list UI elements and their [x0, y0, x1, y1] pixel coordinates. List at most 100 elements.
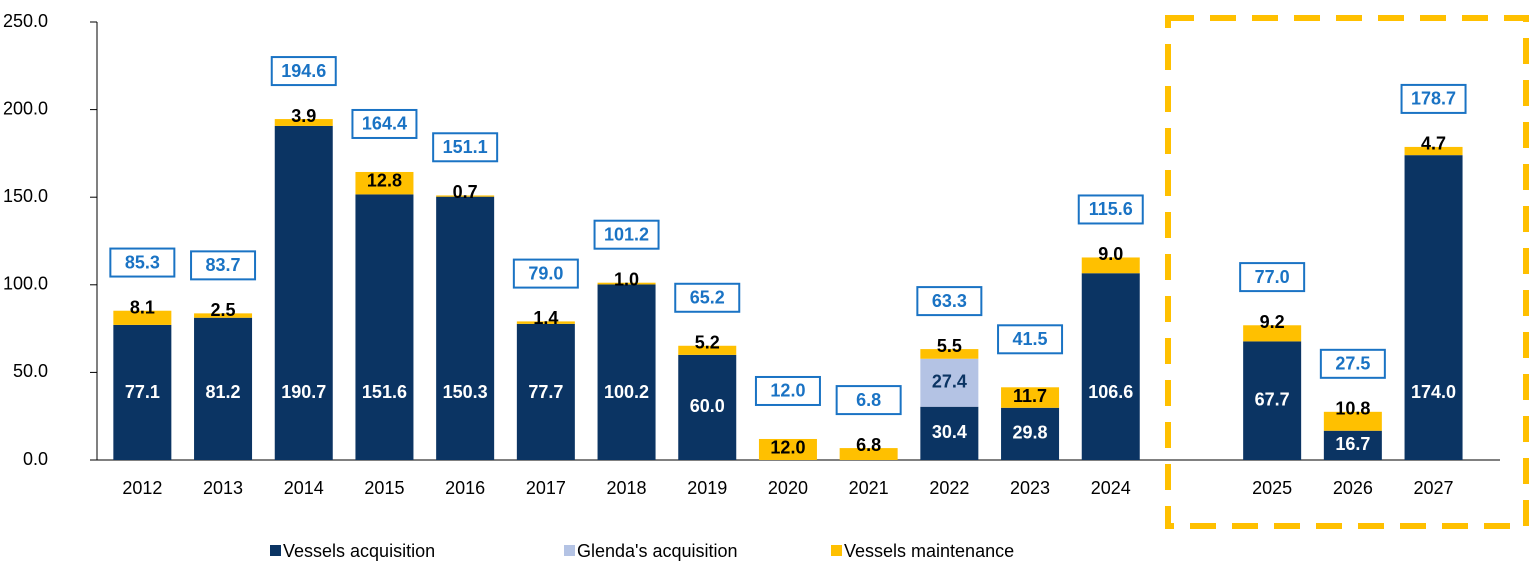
x-tick-label: 2016 [445, 478, 485, 498]
value-label: 30.4 [932, 422, 967, 442]
total-box [835, 385, 902, 416]
value-label: 29.8 [1013, 423, 1048, 443]
x-tick-label: 2013 [203, 478, 243, 498]
legend-swatch [270, 545, 281, 556]
value-label: 5.5 [937, 336, 962, 356]
value-label: 2.5 [211, 300, 236, 320]
bar-segment [597, 284, 656, 460]
x-tick-label: 2019 [687, 478, 727, 498]
total-box [432, 132, 499, 163]
bar-segment [1404, 146, 1463, 156]
total-box [1319, 348, 1386, 379]
bar-segment [355, 194, 414, 461]
y-tick-label: 50.0 [13, 361, 48, 381]
value-label: 9.0 [1098, 244, 1123, 264]
total-label: 151.1 [443, 137, 488, 157]
x-tick-label: 2027 [1414, 478, 1454, 498]
value-label: 12.8 [367, 171, 402, 191]
total-box [512, 258, 579, 289]
y-tick-label: 200.0 [3, 98, 48, 118]
value-label: 77.7 [528, 382, 563, 402]
bar-segment [1243, 341, 1302, 460]
bar-segment [758, 438, 817, 460]
total-label: 41.5 [1013, 329, 1048, 349]
bar-segment [355, 171, 414, 195]
value-label: 5.2 [695, 333, 720, 353]
x-tick-label: 2015 [364, 478, 404, 498]
bar-segment [274, 125, 333, 460]
value-label: 6.8 [856, 435, 881, 455]
total-label: 65.2 [690, 288, 725, 308]
bar-segment [1323, 411, 1382, 431]
bar-segment [920, 349, 979, 359]
x-tick-label: 2012 [122, 478, 162, 498]
bar-segment [678, 345, 737, 355]
bar-segment [1404, 155, 1463, 461]
bar-segment [920, 358, 979, 407]
x-tick-label: 2021 [849, 478, 889, 498]
total-label: 63.3 [932, 291, 967, 311]
legend-label: Vessels acquisition [283, 541, 435, 561]
legend-swatch [831, 545, 842, 556]
bar-segment [1001, 387, 1060, 408]
value-label: 106.6 [1088, 382, 1133, 402]
bar-segment [1081, 257, 1140, 274]
value-label: 4.7 [1421, 134, 1446, 154]
value-label: 0.7 [453, 182, 478, 202]
value-label: 11.7 [1013, 386, 1047, 406]
y-tick-label: 150.0 [3, 186, 48, 206]
value-label: 12.0 [770, 438, 805, 458]
total-box [351, 108, 418, 139]
bar-segment [194, 313, 253, 318]
value-label: 16.7 [1335, 434, 1370, 454]
value-label: 174.0 [1411, 382, 1456, 402]
total-box [674, 282, 741, 313]
value-label: 67.7 [1255, 389, 1290, 409]
total-label: 115.6 [1089, 199, 1133, 219]
bar-segment [516, 323, 575, 460]
bar-segment [113, 310, 172, 325]
total-label: 85.3 [125, 252, 160, 272]
y-tick-label: 0.0 [23, 449, 48, 469]
total-label: 164.4 [362, 114, 407, 134]
value-label: 10.8 [1335, 399, 1370, 419]
legend-swatch [564, 545, 575, 556]
total-box [190, 250, 257, 281]
bar-segment [436, 195, 495, 197]
total-box [916, 286, 983, 317]
total-box [1077, 194, 1144, 225]
bar-segment [113, 324, 172, 460]
value-label: 9.2 [1260, 312, 1285, 332]
value-label: 27.4 [932, 371, 967, 391]
x-tick-label: 2026 [1333, 478, 1373, 498]
legend-label: Glenda's acquisition [577, 541, 738, 561]
bar-segment [839, 448, 898, 460]
value-label: 151.6 [362, 382, 407, 402]
total-box [1239, 262, 1306, 293]
bar-segment [678, 354, 737, 460]
x-tick-label: 2024 [1091, 478, 1131, 498]
bar-segment [1001, 407, 1060, 460]
total-box [270, 56, 337, 87]
bar-segment [516, 321, 575, 324]
bar-segment [1081, 273, 1140, 460]
bar-segment [436, 196, 495, 461]
total-label: 101.2 [604, 224, 649, 244]
x-tick-label: 2014 [284, 478, 324, 498]
total-label: 77.0 [1255, 267, 1290, 287]
total-label: 79.0 [528, 263, 563, 283]
y-tick-label: 250.0 [3, 11, 48, 31]
total-box [754, 375, 821, 406]
total-label: 6.8 [856, 390, 881, 410]
bar-segment [1323, 430, 1382, 460]
forecast-frame [1165, 15, 1529, 529]
x-tick-label: 2017 [526, 478, 566, 498]
value-label: 100.2 [604, 382, 649, 402]
value-label: 1.0 [614, 269, 639, 289]
value-label: 8.1 [130, 297, 155, 317]
bar-segment [274, 119, 333, 126]
x-tick-label: 2018 [607, 478, 647, 498]
value-label: 150.3 [443, 382, 488, 402]
